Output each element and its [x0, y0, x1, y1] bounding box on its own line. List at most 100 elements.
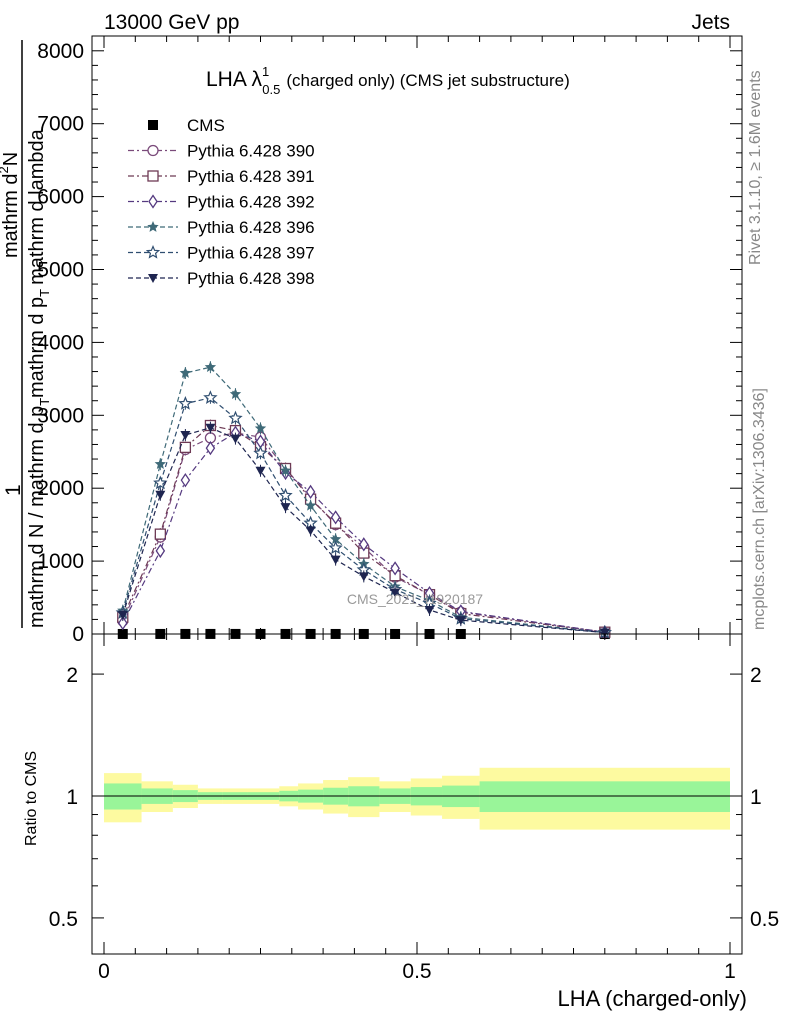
- legend-marker: [147, 144, 159, 157]
- legend-label: Pythia 6.428 398: [187, 269, 315, 288]
- data-point: [253, 445, 268, 460]
- legend-marker: [147, 170, 159, 182]
- ratio-bands: [104, 767, 730, 830]
- data-point: [255, 466, 266, 476]
- y-tick-label: 6000: [37, 186, 84, 209]
- data-point: [230, 434, 241, 444]
- data-point: [204, 361, 217, 372]
- main-title-sup: 1: [262, 64, 269, 79]
- main-title-sub: 0.5: [262, 82, 280, 97]
- legend-marker: [145, 244, 161, 259]
- data-point: [228, 410, 243, 425]
- ratio-x-tick-label: 0: [98, 960, 110, 983]
- data-point: [254, 422, 267, 434]
- series-line: [122, 432, 605, 633]
- ylabel-line2-end: mathrm d lambda: [26, 128, 48, 284]
- ratio-x-tick-label: 1: [724, 960, 736, 983]
- series-6: [117, 421, 610, 639]
- legend-marker: [148, 120, 158, 130]
- ratio-y-label: Ratio to CMS: [23, 751, 40, 846]
- y-tick-label: 0: [72, 623, 84, 646]
- mcplots-label: mcplots.cern.ch [arXiv:1306.3436]: [751, 388, 768, 630]
- data-point: [390, 561, 400, 576]
- data-point: [229, 388, 242, 399]
- data-point: [180, 473, 191, 488]
- data-point: [330, 510, 341, 525]
- ylabel-num-plain: mathrm d: [0, 174, 22, 258]
- data-point: [390, 588, 401, 598]
- data-point: [179, 367, 192, 378]
- main-y-axis-label: 1 mathrm d2N mathrm d N / mathrm d p T ma…: [0, 40, 52, 628]
- data-point: [154, 528, 166, 540]
- main-panel: 0 1000 2000 3000 4000 5000 6000 7000 8000 CMS_20…: [0, 35, 743, 646]
- data-point: [117, 611, 128, 621]
- data-point: [599, 628, 610, 638]
- y-tick-label: 2000: [37, 477, 84, 500]
- ylabel-line2-text: mathrm d p: [26, 297, 48, 398]
- data-point: [304, 499, 317, 511]
- ratio-y-tick-label: 1: [66, 786, 78, 809]
- rivet-label: Rivet 3.1.10, ≥ 1.6M events: [747, 70, 764, 265]
- ylabel-numerator: mathrm d2N: [0, 152, 22, 258]
- ylabel-num-sup: 2: [0, 166, 11, 173]
- data-point: [359, 537, 369, 552]
- series-line: [122, 427, 605, 634]
- data-point: [278, 487, 293, 502]
- data-point: [329, 533, 342, 545]
- legend-label: Pythia 6.428 396: [187, 218, 315, 237]
- ratio-band-inner: [479, 781, 730, 813]
- legend-label: Pythia 6.428 391: [187, 167, 315, 186]
- data-point: [178, 396, 193, 410]
- data-point: [305, 484, 316, 500]
- data-point: [203, 390, 218, 404]
- ylabel-num-end: N: [0, 152, 22, 166]
- main-title: LHA λ1 0.5 (charged only) (CMS jet substru…: [206, 64, 570, 97]
- ratio-y-tick-label-right: 0.5: [750, 908, 779, 931]
- data-point: [205, 440, 216, 456]
- data-point: [205, 423, 216, 433]
- data-point: [328, 540, 343, 555]
- category-label: Jets: [691, 11, 730, 34]
- legend-label: Pythia 6.428 390: [187, 142, 315, 161]
- main-title-text: LHA λ: [206, 68, 263, 91]
- ylabel-line2: mathrm d pTmathrm d lambda: [26, 128, 52, 398]
- y-tick-label: 7000: [37, 113, 84, 136]
- data-point: [330, 555, 341, 565]
- data-point: [179, 441, 192, 454]
- data-point: [424, 605, 435, 615]
- ylabel-top: 1: [2, 484, 25, 496]
- energy-label: 13000 GeV pp: [104, 11, 239, 34]
- y-tick-label: 8000: [37, 40, 84, 63]
- ratio-y-tick-label: 0.5: [49, 908, 78, 931]
- watermark: CMS_2021_I1920187: [347, 591, 483, 607]
- ratio-y-tick-label: 2: [66, 664, 78, 687]
- data-point: [153, 475, 168, 490]
- legend-label: CMS: [187, 116, 225, 135]
- ratio-x-tick-label: 0.5: [402, 960, 431, 983]
- legend-marker: [148, 194, 158, 209]
- legend: CMS Pythia 6.428 390 Pythia 6.428 391 Pythi…: [128, 116, 315, 288]
- legend-label: Pythia 6.428 392: [187, 193, 315, 212]
- main-title-suffix: (charged only) (CMS jet substructure): [286, 71, 569, 90]
- y-tick-label: 3000: [37, 404, 84, 427]
- data-point: [358, 572, 369, 582]
- data-point: [155, 490, 166, 500]
- ratio-x-label: LHA (charged-only): [557, 986, 747, 1011]
- data-point: [154, 458, 166, 469]
- y-tick-label: 4000: [37, 331, 84, 354]
- data-point: [455, 616, 466, 626]
- data-point: [155, 543, 166, 559]
- data-point: [180, 430, 191, 440]
- ratio-y-tick-label-right: 1: [750, 786, 762, 809]
- ylabel-line2-sub: T: [37, 289, 52, 297]
- data-point: [117, 615, 128, 631]
- data-point: [280, 503, 291, 513]
- data-point: [279, 464, 292, 476]
- y-tick-label: 5000: [37, 259, 84, 282]
- y-tick-label: 1000: [37, 550, 84, 573]
- data-point: [305, 526, 316, 536]
- ratio-axis-ticks: 0.5 0.5 1 1 2 2 0 0.5 1: [49, 634, 779, 983]
- ylabel-line1-text: mathrm d N / mathrm d p: [26, 406, 48, 628]
- ratio-frame: [91, 633, 743, 955]
